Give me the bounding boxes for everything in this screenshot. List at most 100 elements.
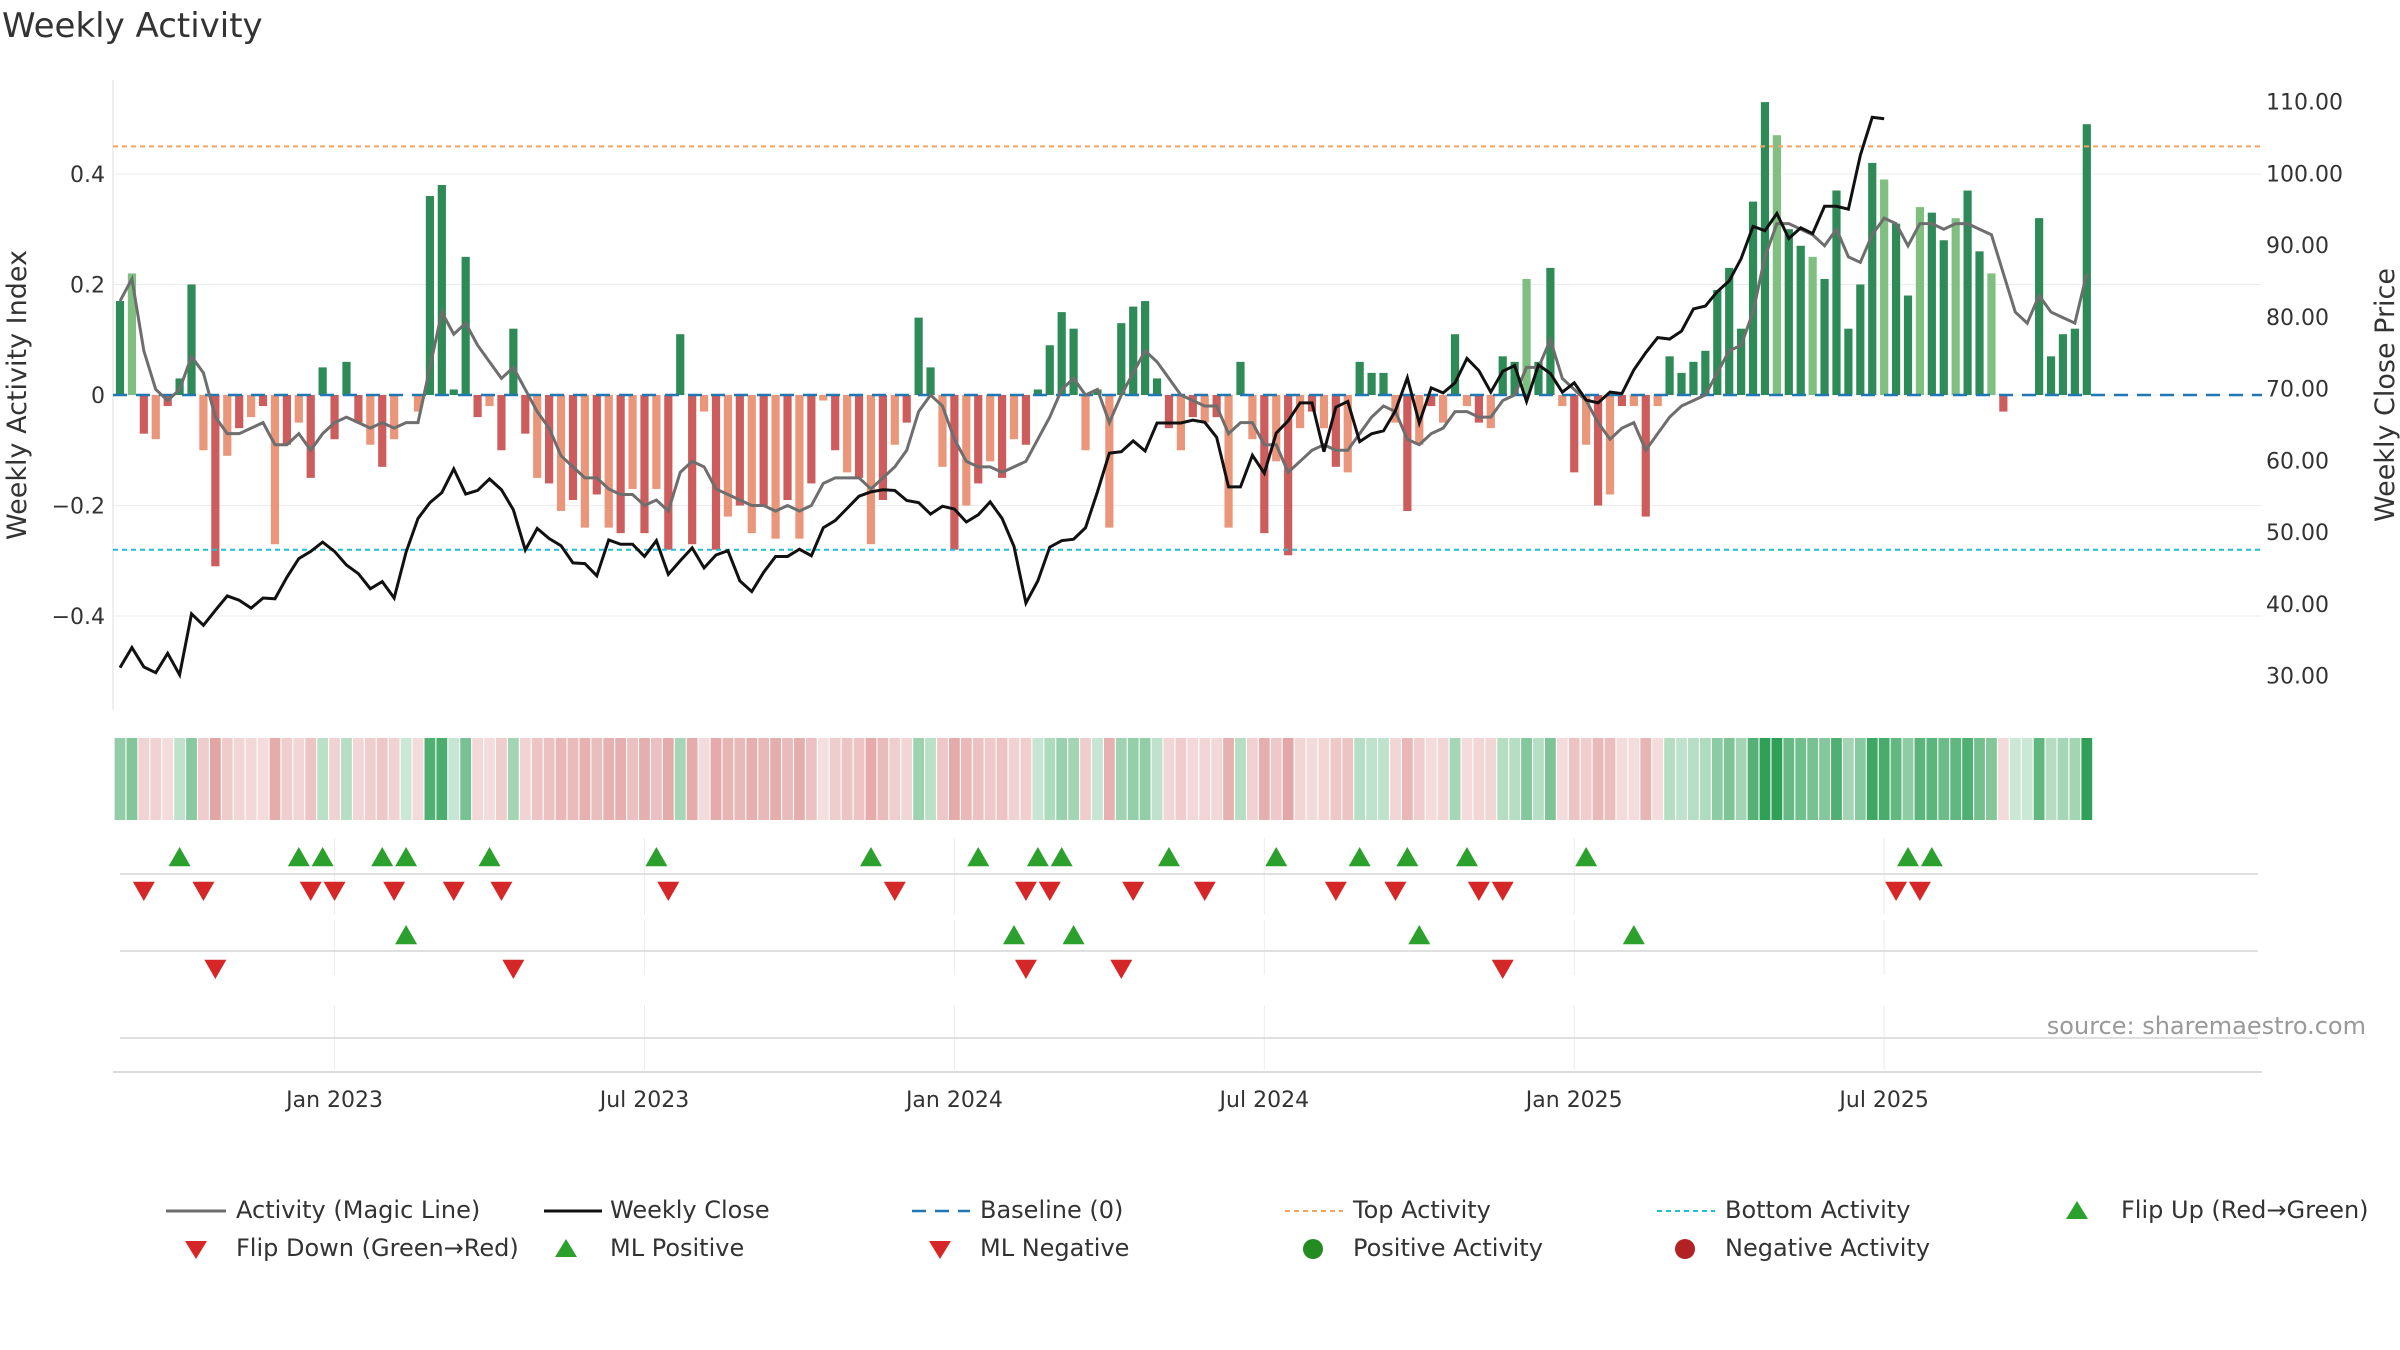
heatmap-cell <box>364 738 376 820</box>
ml-negative-marker <box>502 959 525 979</box>
heatmap-cell <box>1247 738 1258 820</box>
heatmap-cell <box>1199 738 1211 820</box>
heatmap-cell <box>1068 738 1079 820</box>
heatmap-cell <box>734 738 746 820</box>
heatmap-cell <box>853 738 865 820</box>
heatmap-cell <box>1115 738 1127 820</box>
activity-bar <box>831 395 840 451</box>
heatmap-cell <box>1795 738 1807 820</box>
activity-bar <box>1772 135 1781 395</box>
activity-bar <box>699 395 709 412</box>
heatmap-cell <box>1258 738 1270 820</box>
activity-bar <box>306 395 315 478</box>
activity-bar <box>652 395 661 489</box>
activity-bar <box>509 328 518 395</box>
heatmap-cell <box>1616 738 1628 820</box>
activity-bar <box>1021 395 1031 445</box>
flip-down-marker <box>883 881 906 901</box>
activity-bar <box>592 395 601 495</box>
legend-label: Bottom Activity <box>1725 1196 1910 1224</box>
activity-bar <box>1450 334 1460 395</box>
heatmap-cell <box>2045 738 2057 820</box>
activity-bar <box>1915 207 1925 395</box>
activity-bar <box>676 334 685 395</box>
y2-tick-label: 70.00 <box>2266 378 2329 403</box>
heatmap-cell <box>1461 738 1473 820</box>
heatmap-cell <box>1294 738 1306 820</box>
legend-item-mlneg: ML Negative <box>929 1234 1129 1262</box>
activity-bar <box>1605 395 1615 495</box>
heatmap-cell <box>1223 738 1234 820</box>
heatmap-cell <box>341 738 352 820</box>
activity-bar <box>1462 395 1472 407</box>
activity-bar <box>1784 229 1793 395</box>
activity-bar <box>1558 395 1567 407</box>
flip-down-marker <box>1384 881 1407 901</box>
activity-bar <box>1248 395 1257 440</box>
activity-bar <box>1891 223 1901 395</box>
y2-tick-label: 50.00 <box>2266 521 2329 546</box>
legend-label: Activity (Magic Line) <box>236 1196 480 1224</box>
activity-bar <box>640 395 649 534</box>
activity-bar <box>223 395 232 456</box>
heatmap-cell <box>1401 738 1413 820</box>
activity-bar <box>139 395 148 434</box>
heatmap-cell <box>293 738 305 820</box>
legend-swatch <box>1675 1239 1695 1259</box>
activity-bar <box>378 395 387 467</box>
heatmap-cell <box>913 738 925 820</box>
heatmap-cell <box>698 738 710 820</box>
heatmap-cell <box>281 738 293 820</box>
flip-down-marker <box>1908 881 1931 901</box>
activity-bar <box>1951 218 1960 395</box>
chart-title: Weekly Activity <box>2 6 263 46</box>
activity-bar <box>1999 395 2008 412</box>
flip-down-marker <box>323 881 346 901</box>
heatmap-cell <box>2021 738 2033 820</box>
heatmap-cell <box>1187 738 1199 820</box>
x-tick-label: Jul 2025 <box>1837 1088 1929 1113</box>
activity-bar <box>1534 361 1543 395</box>
flip-down-marker <box>1122 881 1145 901</box>
y-tick-label: −0.4 <box>52 605 105 630</box>
heatmap-cell <box>1044 738 1056 820</box>
heatmap-cell <box>257 738 269 820</box>
heatmap-cell <box>1282 738 1294 820</box>
legend-label: Weekly Close <box>610 1196 770 1224</box>
heatmap-cell <box>925 738 936 820</box>
legend-label: Negative Activity <box>1725 1234 1930 1262</box>
heatmap-cell <box>1127 738 1139 820</box>
heatmap-cell <box>615 738 627 820</box>
flip-down-marker <box>1014 881 1037 901</box>
heatmap-cell <box>1473 738 1485 820</box>
activity-bar <box>1820 278 1829 395</box>
heatmap-cell <box>877 738 889 820</box>
heatmap-cell <box>2081 738 2093 820</box>
activity-bar <box>1546 267 1555 395</box>
heatmap-cell <box>1735 738 1747 820</box>
heatmap-cell <box>245 738 257 820</box>
heatmap-cell <box>555 738 567 820</box>
heatmap-cell <box>2033 738 2045 820</box>
activity-bar <box>1439 395 1448 423</box>
heatmap-cell <box>1997 738 2009 820</box>
heatmap-cell <box>1974 738 1985 820</box>
activity-bar <box>878 395 887 500</box>
flip-up-marker <box>1897 847 1919 867</box>
activity-bar <box>1224 395 1233 528</box>
heatmap-cell <box>388 738 400 820</box>
heatmap-cell <box>1831 738 1842 820</box>
activity-bar <box>211 395 220 567</box>
legend-item-flipdown: Flip Down (Green→Red) <box>185 1234 519 1262</box>
activity-bar <box>1284 395 1293 556</box>
activity-bar <box>664 395 673 550</box>
activity-bar <box>568 395 578 500</box>
heatmap-cell <box>1139 738 1151 820</box>
activity-bar <box>1009 395 1019 440</box>
activity-bar <box>819 395 828 401</box>
flip-down-marker <box>1324 881 1347 901</box>
heatmap-cell <box>996 738 1008 820</box>
heatmap-cell <box>2069 738 2081 820</box>
heatmap-cell <box>1080 738 1091 820</box>
activity-bar <box>1045 345 1054 395</box>
